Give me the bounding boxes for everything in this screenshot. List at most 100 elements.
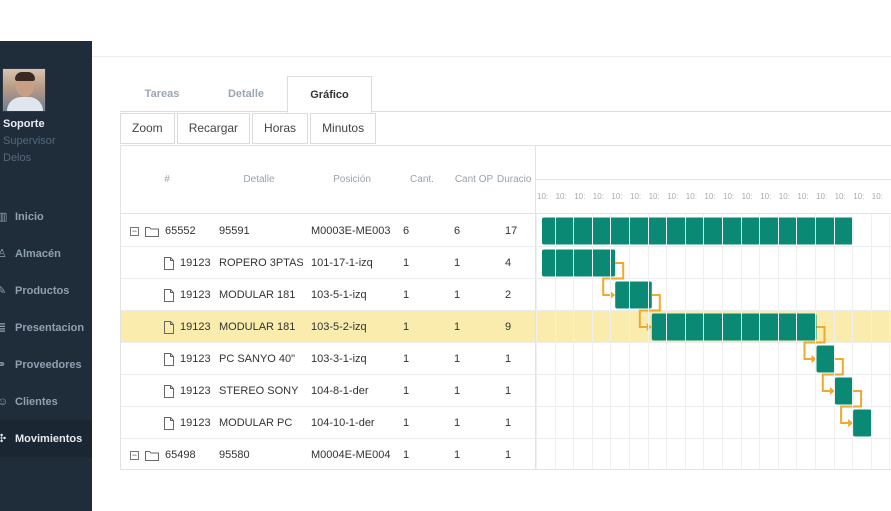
gantt-scale-tick: 10: (630, 192, 642, 201)
gantt-task-bar[interactable] (834, 377, 854, 405)
col-header-duracion[interactable]: Duracio (497, 174, 532, 185)
gantt-dependency-link[interactable] (840, 390, 863, 424)
sidebar-item-label: Almacén (15, 247, 61, 260)
gantt-grid-line (684, 214, 686, 469)
cell-detalle: ROPERO 3PTAS (219, 257, 303, 269)
sidebar-item-clientes[interactable]: ☺ Clientes (0, 383, 92, 420)
gantt-grid-line (852, 214, 854, 469)
col-header-detalle[interactable]: Detalle (243, 174, 275, 185)
minutes-button[interactable]: Minutos (310, 113, 377, 144)
sidebar-item-productos[interactable]: ✎ Productos (0, 272, 92, 309)
gantt-chart: 10: 10: 10: 10: 10: 10: 10: 10: 10: 10: 10: 10: 10: 1… (536, 146, 891, 469)
cell-cant: 1 (403, 449, 410, 461)
link-arrow-icon (811, 355, 817, 363)
group-row[interactable]: − 65552 95591 M0003E-ME003 6 6 17 (121, 215, 891, 247)
tab-grafico[interactable]: Gráfico (287, 76, 372, 113)
grid-splitter[interactable] (535, 146, 536, 469)
cell-cant: 6 (403, 225, 410, 237)
hours-button[interactable]: Horas (252, 113, 309, 144)
gantt-dependency-link[interactable] (602, 262, 625, 296)
gantt-task-bar[interactable] (542, 217, 854, 245)
cell-id: 19123 (164, 279, 218, 311)
table-row[interactable]: 19123 MODULAR 181 103-5-1-izq 1 1 2 (121, 279, 891, 311)
link-arrow-icon (829, 387, 835, 395)
user-role: Supervisor (3, 135, 56, 147)
col-header-posicion[interactable]: Posición (333, 174, 371, 185)
cell-posicion: 103-3-1-izq (311, 353, 367, 365)
sidebar-nav: ▥ Inicio ♙ Almacén ✎ Productos ≣ Presentacion ⚭ P… (0, 198, 92, 457)
gantt-scale-tick: 10: (834, 192, 846, 201)
avatar[interactable] (2, 68, 46, 112)
gantt-grid-line (777, 214, 779, 469)
sidebar-item-almacn[interactable]: ♙ Almacén (0, 235, 92, 272)
warehouse-icon: ♙ (0, 248, 7, 260)
gantt-scale-tick: 10: (537, 192, 549, 201)
gantt-dependency-link[interactable] (638, 294, 661, 328)
gantt-dependency-link[interactable] (821, 358, 844, 392)
cell-cant: 1 (403, 257, 410, 269)
col-header-cant[interactable]: Cant. (410, 174, 434, 185)
zoom-button[interactable]: Zoom (120, 113, 175, 144)
tab-detalle[interactable]: Detalle (227, 88, 265, 100)
cell-cant: 1 (403, 321, 410, 333)
cell-detalle: 95580 (219, 449, 250, 461)
row-id-text: 19123 (180, 289, 211, 301)
row-id-text: 65498 (165, 449, 196, 461)
gantt-task-bar[interactable] (853, 409, 872, 437)
sidebar-item-label: Inicio (15, 210, 44, 223)
cell-detalle: MODULAR PC (219, 417, 293, 429)
gantt-grid-line (536, 214, 537, 469)
collapse-toggle-icon[interactable]: − (130, 449, 139, 460)
row-id-text: 19123 (180, 353, 211, 365)
collapse-toggle-icon[interactable]: − (130, 225, 139, 236)
gantt-task-bar[interactable] (615, 281, 652, 309)
gantt-task-bar[interactable] (816, 345, 835, 373)
gantt-task-bar[interactable] (542, 249, 616, 277)
sidebar-item-inicio[interactable]: ▥ Inicio (0, 198, 92, 235)
tab-tareas[interactable]: Tareas (144, 88, 180, 100)
cell-duracion: 2 (505, 289, 512, 301)
cell-cant-op: 1 (454, 353, 461, 365)
file-icon (164, 352, 174, 366)
cell-id: 19123 (164, 311, 218, 343)
sidebar-item-proveedores[interactable]: ⚭ Proveedores (0, 346, 92, 383)
sidebar-item-movimientos[interactable]: ✣ Movimientos (0, 420, 92, 457)
cell-posicion: 103-5-1-izq (311, 289, 367, 301)
table-row[interactable]: 19123 STEREO SONY 104-8-1-der 1 1 1 (121, 375, 891, 407)
file-icon (164, 320, 174, 334)
folder-icon (145, 450, 159, 461)
sidebar-item-label: Clientes (15, 395, 58, 408)
cell-detalle: MODULAR 181 (219, 289, 296, 301)
col-header-cant-op[interactable]: Cant OP (454, 174, 494, 185)
table-row[interactable]: 19123 MODULAR PC 104-10-1-der 1 1 1 (121, 407, 891, 439)
table-row[interactable]: 19123 ROPERO 3PTAS 101-17-1-izq 1 1 4 (121, 247, 891, 279)
gantt-scale-tick: 10: (685, 192, 697, 201)
gantt-scale-tick: 10: (853, 192, 865, 201)
gantt-dependency-link[interactable] (803, 326, 826, 360)
gantt-task-bar[interactable] (651, 313, 817, 341)
gantt-scale-tick: 10: (667, 192, 679, 201)
gantt-scale-top (536, 146, 891, 180)
cell-posicion: 101-17-1-izq (311, 257, 373, 269)
gantt-scale-tick: 10: (723, 192, 735, 201)
sidebar-item-label: Presentacion (15, 321, 85, 334)
gantt-grid-line (815, 214, 816, 469)
cell-duracion: 1 (505, 417, 512, 429)
gantt-grid-line (722, 214, 723, 469)
gantt-bars (542, 217, 872, 437)
cell-id: − 65552 (130, 215, 218, 247)
reload-button[interactable]: Recargar (176, 113, 251, 144)
cell-posicion: 103-5-2-izq (311, 321, 367, 333)
sidebar-item-presentacion[interactable]: ≣ Presentacion (0, 309, 92, 346)
cell-duracion: 1 (505, 385, 512, 397)
col-header-id[interactable]: # (164, 174, 170, 185)
cell-cant-op: 1 (454, 257, 461, 269)
cell-id: − 65498 (130, 439, 218, 469)
gantt-scale-tick: 10: (816, 192, 828, 201)
table-row[interactable]: 19123 PC SANYO 40" 103-3-1-izq 1 1 1 (121, 343, 891, 375)
cell-id: 19123 (164, 247, 218, 279)
cell-posicion: M0003E-ME003 (311, 225, 391, 237)
gantt-scale-tick: 10: (611, 192, 623, 201)
group-row[interactable]: − 65498 95580 M0004E-ME004 1 1 1 (121, 439, 891, 469)
cell-cant-op: 1 (454, 321, 461, 333)
